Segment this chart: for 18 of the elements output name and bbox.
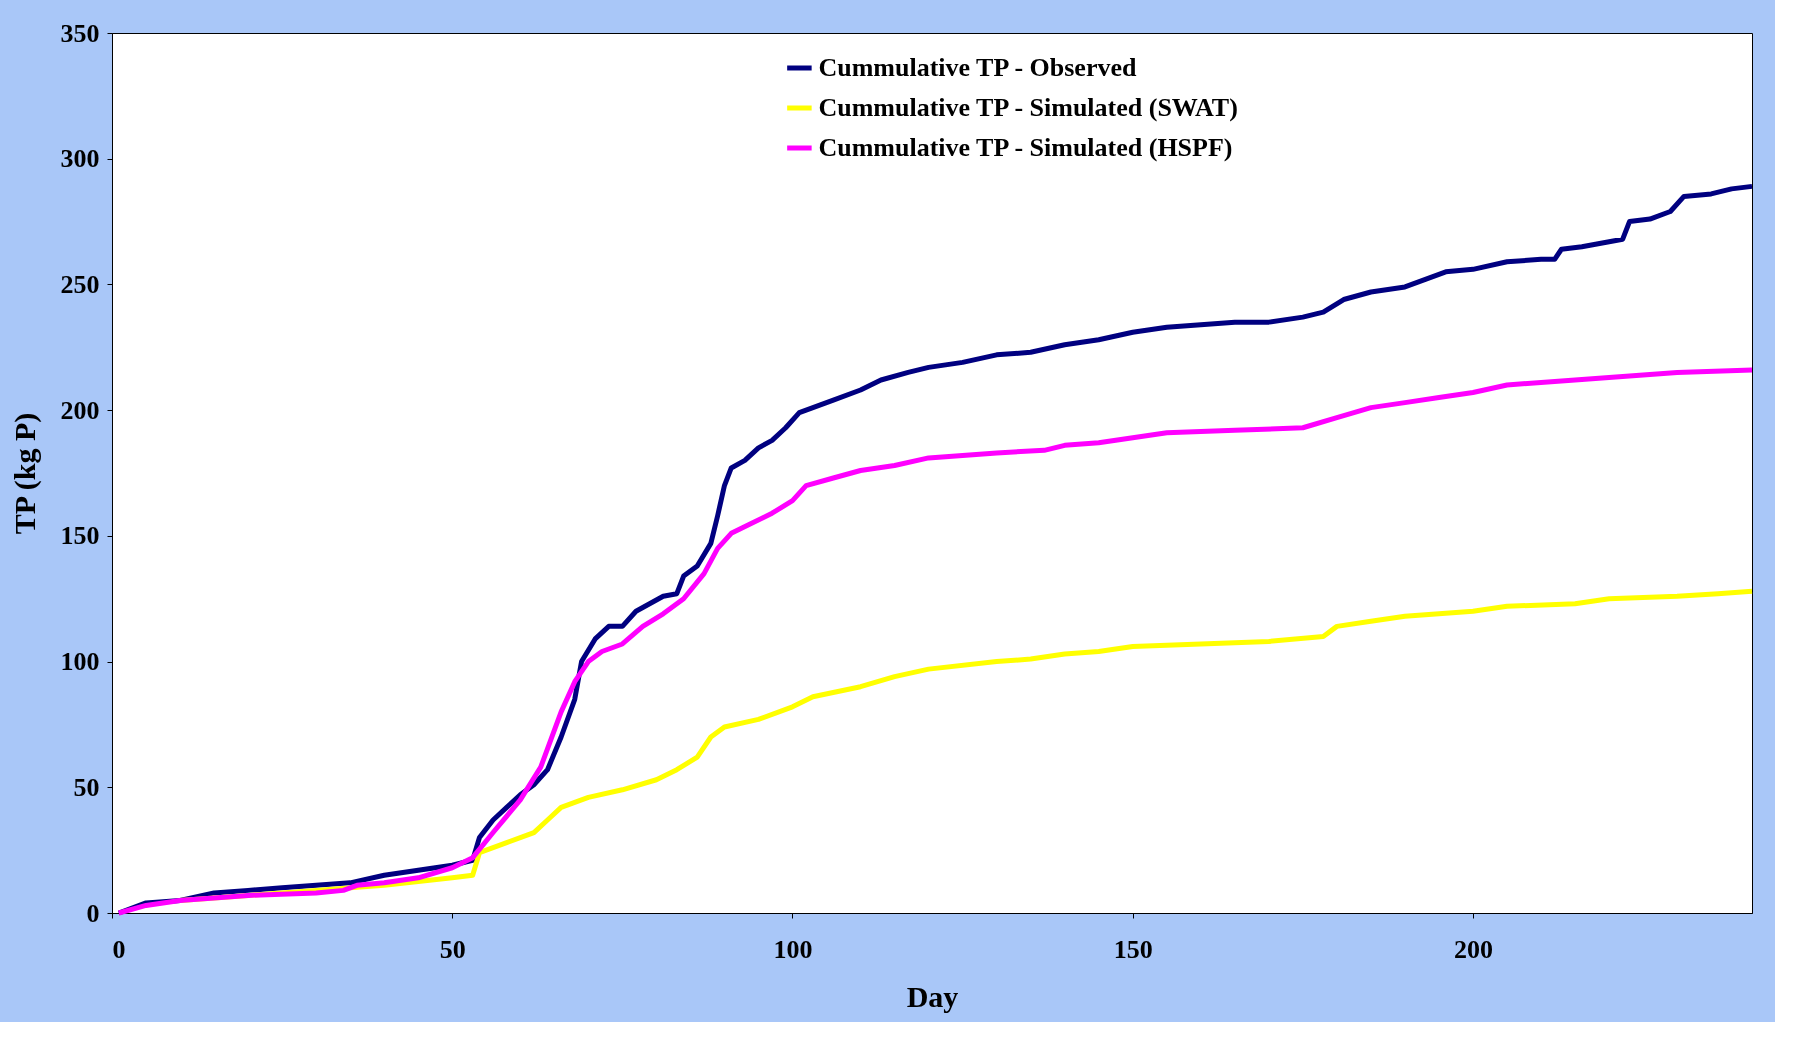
y-tick-label: 300 <box>60 144 100 174</box>
y-tick-label: 50 <box>73 772 100 802</box>
legend-label: Cummulative TP - Simulated (HSPF) <box>818 133 1233 162</box>
x-tick-label: 150 <box>1113 934 1153 964</box>
x-tick-label: 0 <box>112 934 126 964</box>
y-tick-label: 200 <box>60 395 100 425</box>
y-tick-label: 350 <box>60 18 100 48</box>
x-axis-title: Day <box>906 979 959 1013</box>
legend-label: Cummulative TP - Observed <box>818 53 1137 82</box>
y-tick-label: 0 <box>86 898 100 928</box>
y-tick-label: 250 <box>60 269 100 299</box>
y-axis-title: TP (kg P) <box>7 412 42 535</box>
x-tick-label: 200 <box>1454 934 1493 964</box>
legend-label: Cummulative TP - Simulated (SWAT) <box>818 93 1238 122</box>
y-tick-label: 150 <box>60 521 100 551</box>
y-tick-label: 100 <box>60 647 100 677</box>
x-tick-label: 50 <box>439 934 466 964</box>
x-tick-label: 100 <box>773 934 813 964</box>
